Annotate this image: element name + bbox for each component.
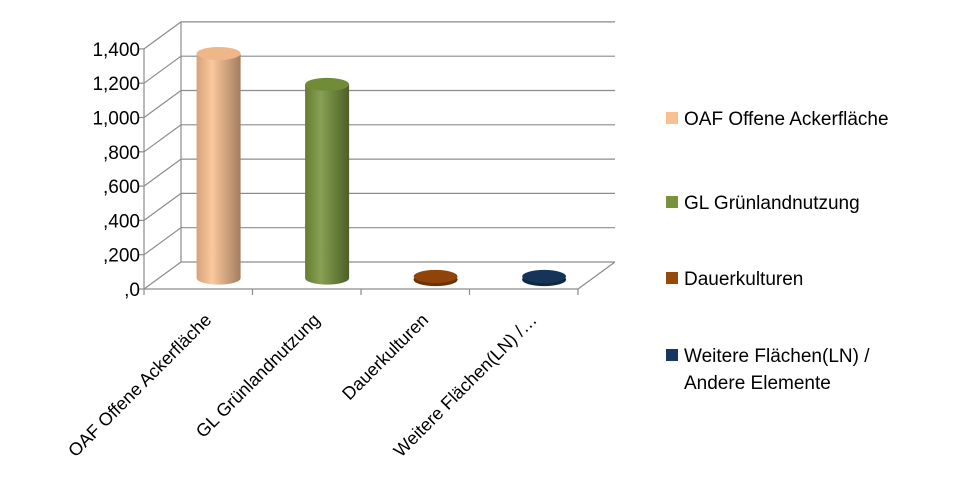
y-tick-label: ,0	[124, 280, 140, 301]
legend-swatch	[666, 112, 678, 124]
gridline	[143, 21, 615, 50]
bar-body	[305, 84, 350, 285]
legend-item: OAF Offene Ackerfläche	[666, 106, 954, 133]
bar	[413, 269, 458, 287]
x-tick-label: GL Grünlandnutzung	[192, 310, 324, 442]
y-axis: ,0 ,200 ,400 ,600 ,800 1,000 1,200 1,400	[92, 40, 140, 301]
bar	[522, 269, 567, 287]
bar-body	[196, 53, 241, 285]
legend-swatch	[666, 349, 678, 361]
legend-item: GL Grünlandnutzung	[666, 190, 954, 217]
chart-grid	[139, 21, 616, 295]
y-tick-label: 1,200	[92, 74, 140, 95]
legend-swatch	[666, 272, 678, 284]
x-tick-label: Dauerkulturen	[338, 310, 432, 404]
y-tick-label: 1,400	[92, 40, 140, 61]
y-tick-label: ,800	[103, 143, 140, 164]
x-tick-label: OAF Offene Ackerfläche	[64, 310, 215, 461]
legend-label: Dauerkulturen	[684, 269, 804, 290]
y-tick-label: ,400	[103, 211, 140, 232]
y-tick-label: ,200	[103, 246, 140, 267]
bar-top	[196, 46, 241, 60]
legend-swatch	[666, 196, 678, 208]
legend-label: Weitere Flächen(LN) / Andere Elemente	[684, 346, 870, 394]
legend-label: GL Grünlandnutzung	[684, 193, 860, 214]
y-tick-label: ,600	[103, 177, 140, 198]
bar-top	[305, 77, 350, 91]
bar-top	[413, 269, 458, 283]
bar	[305, 77, 350, 285]
bar-top	[522, 269, 567, 283]
legend-item: Weitere Flächen(LN) / Andere Elemente	[666, 343, 929, 397]
legend: OAF Offene Ackerfläche GL Grünlandnutzung…	[666, 0, 956, 502]
legend-label: OAF Offene Ackerfläche	[684, 109, 889, 130]
legend-item: Dauerkulturen	[666, 266, 954, 293]
bar	[196, 46, 241, 285]
bars	[196, 46, 567, 287]
y-tick-label: 1,000	[92, 109, 140, 130]
